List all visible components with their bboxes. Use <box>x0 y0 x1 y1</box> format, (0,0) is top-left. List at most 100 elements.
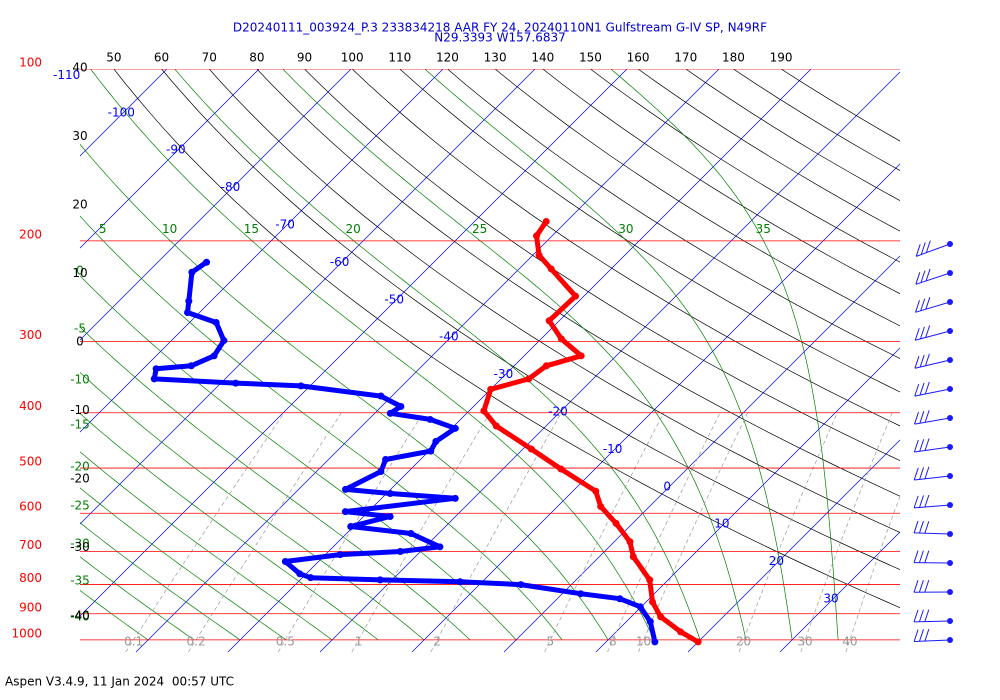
profile-point <box>407 529 415 537</box>
profile-point <box>557 465 565 473</box>
profile-point <box>535 251 543 259</box>
barb-flag <box>913 609 919 623</box>
moist-adiabat-label: 25 <box>472 222 487 236</box>
profile-point <box>649 598 657 606</box>
barb-flag <box>924 466 930 479</box>
barb-station <box>947 618 953 624</box>
labels: -110-100-90-80-70-60-50-40-30-20-1001020… <box>11 51 857 649</box>
dry-adiabat-label: 110 <box>388 51 411 65</box>
profile-point <box>232 379 240 387</box>
moist-adiabat-label: -10 <box>70 373 90 387</box>
barb-flag <box>913 495 919 509</box>
profile-point <box>187 362 195 370</box>
profile-point <box>281 558 289 566</box>
dry-adiabat-label: 180 <box>722 51 745 65</box>
isotherm-label: -20 <box>548 404 568 418</box>
moist-adiabat <box>424 69 793 640</box>
profile-point <box>397 402 405 410</box>
profile-point <box>657 613 665 621</box>
left-label: 0 <box>76 335 84 349</box>
left-label: 20 <box>72 198 87 212</box>
dry-adiabat <box>113 69 900 609</box>
dry-adiabat-label: 130 <box>484 51 507 65</box>
profile-point <box>203 258 211 266</box>
profile-point <box>342 485 350 493</box>
mixing-ratio-label: 2 <box>433 634 441 648</box>
barb-flag <box>924 550 930 563</box>
barb-station <box>947 531 953 537</box>
mixing-ratio-line <box>125 412 285 652</box>
barb-flag <box>918 609 924 622</box>
isotherm <box>80 69 628 617</box>
profile-point <box>577 352 585 360</box>
barb-staff <box>914 639 951 643</box>
profile-point <box>651 638 659 646</box>
dry-adiabat <box>685 69 900 202</box>
dry-adiabat-label: 140 <box>531 51 554 65</box>
profile-point <box>188 268 196 276</box>
left-label: -20 <box>70 472 90 486</box>
barb-station <box>947 386 953 392</box>
moist-adiabat-label: -5 <box>74 322 86 336</box>
barb-staff <box>914 417 951 425</box>
dry-adiabat-label: 190 <box>770 51 793 65</box>
pressure-label: 700 <box>19 538 42 552</box>
isotherm <box>80 69 352 341</box>
wind-barb <box>915 240 953 257</box>
moist-adiabat <box>80 275 517 641</box>
barb-station <box>947 270 953 276</box>
profile-point <box>517 581 525 589</box>
dry-adiabat <box>637 69 900 232</box>
wind-barb <box>914 353 953 369</box>
barb-flag <box>914 328 920 341</box>
moist-adiabat-label: -20 <box>70 460 90 474</box>
dry-adiabat <box>256 69 900 497</box>
isotherm-label: -100 <box>108 105 135 119</box>
profile-point <box>612 519 620 527</box>
barb-flag <box>919 411 925 424</box>
mixing-ratio-label: 0.5 <box>276 634 295 648</box>
left-label: 10 <box>72 266 87 280</box>
wind-barbs <box>913 240 953 643</box>
barb-station <box>947 444 953 450</box>
wind-barb <box>914 410 953 425</box>
mixing-ratio-line <box>845 495 900 652</box>
isotherm-label: -60 <box>330 255 350 269</box>
dry-adiabat-label: 150 <box>579 51 602 65</box>
barb-flag <box>925 297 931 310</box>
mixing-ratio-line <box>800 412 893 652</box>
isotherm-label: 0 <box>663 479 671 493</box>
wind-barb <box>915 297 953 313</box>
barb-station <box>947 589 953 595</box>
profile-point <box>626 538 634 546</box>
profile-point <box>629 553 637 561</box>
moist-adiabat <box>80 372 425 641</box>
profile-point <box>307 574 315 582</box>
barb-staff <box>914 475 951 481</box>
barb-station <box>947 415 953 421</box>
profile-point <box>577 590 585 598</box>
barb-flag <box>913 520 919 534</box>
barb-flag <box>924 381 930 395</box>
footer: Aspen V3.4.9, 11 Jan 2024 00:57 UTC <box>5 675 234 689</box>
profile-point <box>386 489 394 497</box>
moist-adiabat-label: 20 <box>345 222 360 236</box>
dry-adiabat <box>447 69 900 359</box>
chart-title: D20240111_003924_P.3 233834218 AAR FY 24… <box>233 21 767 35</box>
profile-point <box>432 437 440 445</box>
moist-adiabat-label: 10 <box>162 222 177 236</box>
moist-adiabat-label: 35 <box>756 222 771 236</box>
mixing-ratio-line <box>607 412 721 652</box>
dry-adiabat <box>161 69 900 570</box>
wind-barb <box>913 628 953 643</box>
profile-point <box>557 335 565 343</box>
barb-flag <box>918 580 924 593</box>
dry-adiabat-label: 90 <box>297 51 312 65</box>
profile-point <box>212 319 220 327</box>
profile-point <box>386 513 394 521</box>
barb-flag <box>913 550 919 563</box>
barb-flag <box>920 270 926 283</box>
moist-adiabat <box>80 522 241 641</box>
barb-flag <box>915 272 921 285</box>
